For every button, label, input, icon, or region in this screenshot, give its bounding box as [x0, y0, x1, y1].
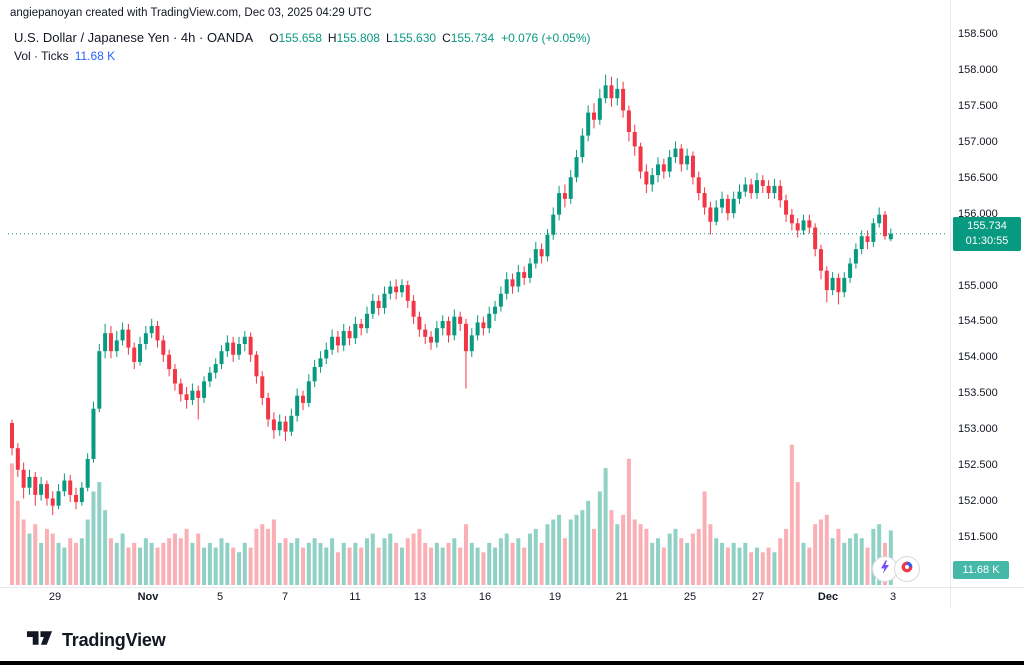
time-axis-label: Dec [817, 591, 839, 603]
tradingview-logo-mark-icon [26, 626, 53, 655]
last-price-badge: 155.734 01:30:55 [953, 216, 1021, 251]
time-axis-label: 3 [889, 591, 897, 603]
price-axis-label: 154.000 [958, 351, 998, 364]
last-price-value: 155.734 [967, 219, 1007, 232]
time-axis-label: 29 [48, 591, 62, 603]
price-axis-label: 156.000 [958, 207, 998, 220]
time-axis[interactable]: 29 Nov 5 7 11 13 16 19 21 25 27 Dec 3 [0, 591, 950, 609]
time-axis-label: 27 [751, 591, 765, 603]
price-axis-separator [950, 0, 951, 608]
price-axis-label: 153.000 [958, 423, 998, 436]
price-axis-label: 158.500 [958, 28, 998, 40]
price-axis-label: 151.500 [958, 531, 998, 543]
time-axis-label: Nov [137, 591, 159, 603]
volume-series [10, 444, 893, 585]
volume-label: Vol · Ticks [14, 49, 69, 63]
volume-value: 11.68 K [74, 49, 116, 63]
time-axis-label: 5 [216, 591, 224, 603]
close-value: 155.734 [450, 31, 495, 45]
volume-axis-badge: 11.68 K [953, 561, 1009, 579]
symbol-legend[interactable]: U.S. Dollar / Japanese Yen · 4h · OANDA O… [14, 30, 591, 45]
price-axis-label: 153.500 [958, 387, 998, 400]
time-axis-label: 11 [349, 591, 361, 603]
reactions-button[interactable] [894, 556, 920, 582]
time-axis-label: 13 [413, 591, 427, 603]
candlestick-chart[interactable] [0, 0, 1024, 610]
high-value: 155.808 [336, 31, 380, 45]
low-label: L [385, 31, 393, 45]
open-value: 155.658 [278, 31, 322, 45]
high-label: H [327, 31, 337, 45]
time-axis-label: 7 [281, 591, 289, 603]
price-axis-label: 152.500 [958, 459, 998, 472]
boost-widget [872, 556, 920, 582]
tradingview-logo[interactable]: TradingView [26, 626, 166, 655]
time-axis-label: 21 [615, 591, 629, 603]
attribution-text: angiepanoyan created with TradingView.co… [10, 7, 372, 19]
tradingview-logo-text: TradingView [62, 630, 166, 650]
bar-countdown: 01:30:55 [965, 234, 1009, 247]
symbol-title[interactable]: U.S. Dollar / Japanese Yen · 4h · OANDA [14, 30, 254, 45]
time-axis-label: 25 [683, 591, 697, 603]
volume-legend[interactable]: Vol · Ticks 11.68 K [14, 49, 115, 63]
price-axis[interactable]: 158.500 158.000 157.500 157.000 156.500 156.0… [952, 0, 1024, 600]
price-axis-label: 155.000 [958, 279, 998, 292]
time-axis-label: 16 [478, 591, 492, 603]
time-axis-label: 19 [548, 591, 562, 603]
candlestick-series [10, 74, 893, 516]
low-value: 155.630 [392, 31, 437, 45]
pie-chart-icon [899, 559, 915, 580]
price-axis-label: 154.500 [958, 315, 998, 328]
price-axis-label: 156.500 [958, 171, 998, 184]
price-axis-label: 157.000 [958, 135, 998, 148]
price-axis-label: 157.500 [958, 99, 998, 112]
price-axis-label: 158.000 [958, 63, 998, 76]
change-value: +0.076 (+0.05%) [501, 31, 591, 45]
lightning-icon [877, 559, 893, 580]
price-axis-label: 152.000 [958, 495, 998, 508]
close-label: C [442, 31, 451, 45]
time-axis-separator [0, 587, 1024, 588]
window-bottom-edge [0, 661, 1024, 665]
open-label: O [269, 31, 279, 45]
